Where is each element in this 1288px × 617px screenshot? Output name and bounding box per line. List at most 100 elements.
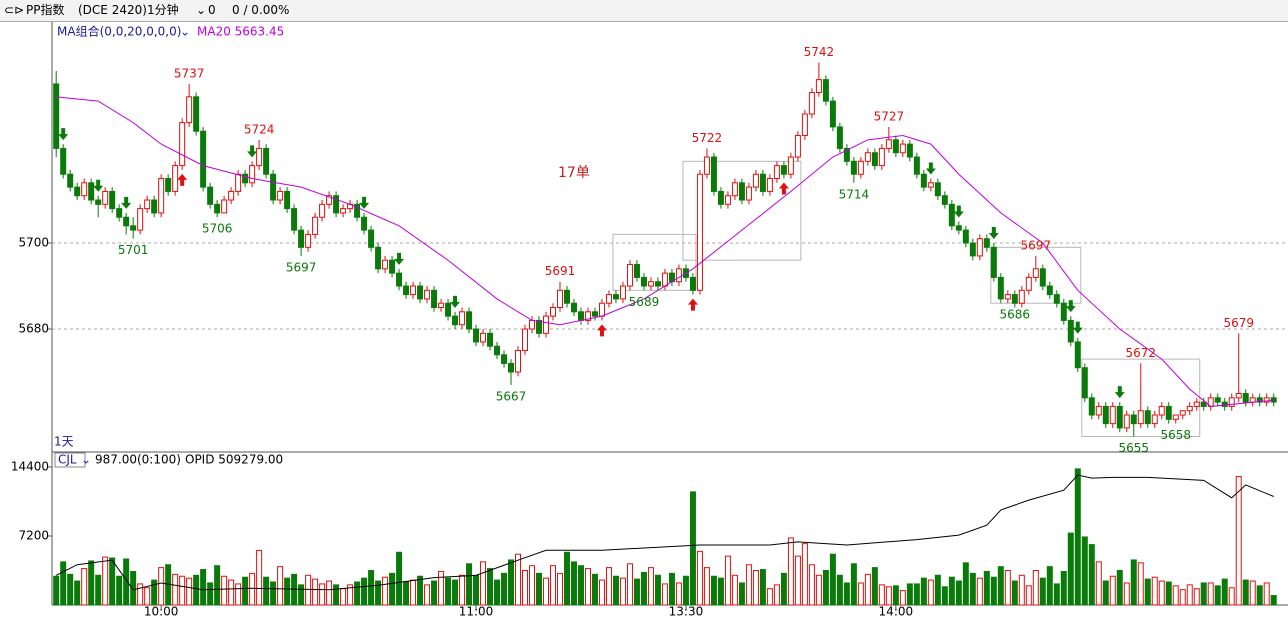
volume-bar bbox=[738, 582, 745, 606]
x-tick-label: 13:30 bbox=[669, 605, 704, 617]
volume-bar bbox=[689, 491, 696, 606]
volume-bar bbox=[1200, 582, 1207, 606]
buy-arrow bbox=[177, 173, 188, 186]
candle-body bbox=[172, 165, 179, 192]
candle-body bbox=[410, 285, 417, 296]
candle-body bbox=[1067, 319, 1074, 343]
volume-bar bbox=[871, 567, 878, 606]
candle-body bbox=[137, 208, 144, 231]
candle-body bbox=[1116, 405, 1123, 429]
candle-body bbox=[389, 259, 396, 274]
candle-body bbox=[179, 122, 186, 167]
candle-body bbox=[822, 79, 829, 102]
volume-bar bbox=[228, 579, 235, 606]
volume-bar bbox=[934, 574, 941, 606]
indicator-dropdown[interactable]: ⌄ bbox=[180, 25, 190, 39]
sell-arrow bbox=[58, 128, 69, 141]
ma-label: MA20 5663.45 bbox=[197, 25, 284, 39]
volume-bar bbox=[864, 573, 871, 606]
volume-bar bbox=[158, 567, 165, 606]
price-annotation: 5724 bbox=[244, 122, 275, 136]
volume-bar bbox=[983, 570, 990, 606]
candle-body bbox=[927, 182, 934, 188]
candle-body bbox=[1137, 410, 1144, 425]
volume-bar bbox=[626, 563, 633, 606]
period[interactable]: 1分钟 bbox=[147, 3, 179, 17]
candle-body bbox=[123, 216, 130, 227]
candle-body bbox=[724, 195, 731, 205]
indicator-label[interactable]: MA组合(0,0,20,0,0,0) bbox=[57, 24, 181, 39]
volume-bar bbox=[955, 580, 962, 606]
candle-body bbox=[193, 96, 200, 132]
candle-body bbox=[647, 281, 654, 287]
candle-body bbox=[508, 362, 515, 373]
cjl-box[interactable] bbox=[54, 452, 86, 468]
volume-bar bbox=[787, 537, 794, 606]
volume-bar bbox=[480, 561, 487, 606]
volume-bar bbox=[1053, 583, 1060, 606]
volume-bar bbox=[619, 577, 626, 606]
volume-bar bbox=[354, 581, 361, 606]
candle-body bbox=[787, 156, 794, 175]
candle-body bbox=[759, 173, 766, 192]
candle-body bbox=[1179, 410, 1186, 416]
candle-body bbox=[976, 238, 983, 257]
y-tick-label: 5700 bbox=[18, 236, 49, 250]
volume-bar bbox=[368, 569, 375, 606]
volume-bar bbox=[249, 572, 256, 606]
candle-body bbox=[263, 147, 270, 175]
volume-bar bbox=[724, 555, 731, 606]
volume-bar bbox=[570, 561, 577, 606]
volume-bar bbox=[1102, 580, 1109, 606]
candle-body bbox=[424, 289, 431, 300]
volume-dropdown[interactable]: ⌄ bbox=[81, 453, 91, 467]
sell-arrow bbox=[953, 205, 964, 218]
volume-bar bbox=[927, 579, 934, 606]
menu-icon[interactable]: ⊂⊳ bbox=[4, 3, 25, 17]
candle-body bbox=[1088, 397, 1095, 416]
candle-body bbox=[473, 328, 480, 343]
volume-bar bbox=[906, 583, 913, 606]
volume-bar bbox=[1123, 582, 1130, 606]
candle-body bbox=[689, 276, 696, 291]
price-annotation: 5679 bbox=[1223, 316, 1254, 330]
volume-bar bbox=[822, 569, 829, 606]
volume-bar bbox=[1270, 595, 1277, 606]
candle-body bbox=[1235, 393, 1242, 399]
volume-bar bbox=[717, 577, 724, 606]
volume-bar bbox=[172, 573, 179, 606]
candle-body bbox=[333, 195, 340, 214]
price-annotation: 5742 bbox=[804, 45, 835, 59]
volume-name[interactable]: CJL bbox=[58, 453, 77, 467]
volume-bar bbox=[53, 575, 60, 606]
volume-bar bbox=[1081, 536, 1088, 606]
candle-body bbox=[326, 195, 333, 205]
volume-bar bbox=[1228, 587, 1235, 606]
candle-body bbox=[221, 199, 228, 214]
candle-body bbox=[1102, 405, 1109, 425]
volume-bar bbox=[424, 584, 431, 606]
candle-body bbox=[319, 203, 326, 218]
volume-bar bbox=[948, 576, 955, 606]
period-dropdown[interactable]: ⌄ bbox=[196, 3, 207, 17]
volume-bar bbox=[829, 553, 836, 606]
volume-bar bbox=[598, 579, 605, 606]
volume-bar bbox=[221, 575, 228, 606]
candle-body bbox=[200, 130, 207, 188]
volume-bar bbox=[116, 575, 123, 606]
candle-body bbox=[885, 139, 892, 149]
volume-bar bbox=[410, 579, 417, 606]
volume-bar bbox=[668, 572, 675, 606]
ma-line bbox=[56, 96, 1274, 407]
volume-bar bbox=[549, 565, 556, 606]
candle-body bbox=[1095, 405, 1102, 416]
volume-bar bbox=[1088, 544, 1095, 606]
volume-bar bbox=[102, 556, 109, 606]
volume-bar bbox=[990, 576, 997, 606]
volume-bar bbox=[284, 577, 291, 606]
volume-bar bbox=[745, 564, 752, 606]
candle-body bbox=[934, 182, 941, 197]
candle-body bbox=[577, 311, 584, 321]
candle-body bbox=[144, 199, 151, 210]
volume-bar bbox=[584, 568, 591, 606]
